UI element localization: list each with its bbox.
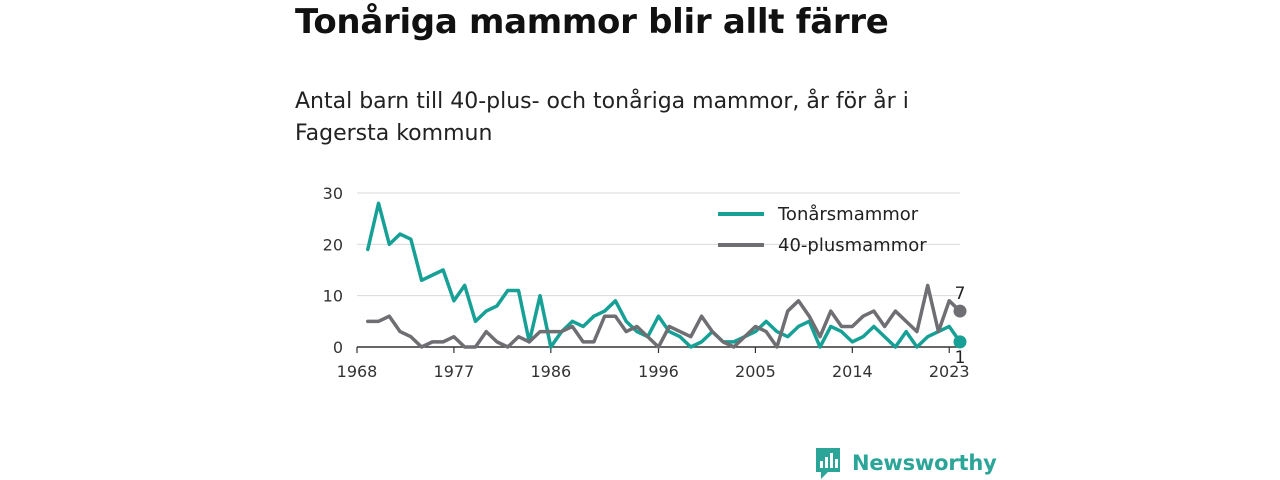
y-tick-label: 0 <box>333 338 343 357</box>
x-axis-ticks: 1968 1977 1986 1996 2005 2014 2023 <box>337 347 970 381</box>
page-subtitle: Antal barn till 40-plus- och tonåriga ma… <box>295 89 909 146</box>
logo-text: Newsworthy <box>852 451 997 475</box>
x-tick-label: 1968 <box>337 362 378 381</box>
series-line-40-plusmammor <box>366 283 962 349</box>
y-axis-ticks: 0 10 20 30 <box>323 184 343 357</box>
end-label-40-plusmammor: 7 <box>955 284 966 304</box>
series-line-ton-rsmammor <box>366 201 962 349</box>
end-point-ton-rsmammor <box>953 335 967 349</box>
series-lines <box>366 201 962 349</box>
line-chart: 0 10 20 30 1968 1977 1986 1996 2005 2014 2023 Ton… <box>323 184 970 381</box>
x-tick-label: 2005 <box>735 362 776 381</box>
legend-label-ton-rsmammor: Tonårsmammor <box>777 204 919 225</box>
y-tick-label: 30 <box>323 184 343 203</box>
end-label-ton-rsmammor: 1 <box>955 348 966 368</box>
newsworthy-logo: Newsworthy <box>814 446 997 480</box>
newsworthy-bar-chart-logo-icon <box>816 448 840 479</box>
end-point-40-plusmammor <box>953 304 967 318</box>
end-point-markers: 17 <box>953 284 967 368</box>
x-tick-label: 2023 <box>929 362 970 381</box>
x-tick-label: 1977 <box>434 362 475 381</box>
x-tick-label: 1996 <box>638 362 679 381</box>
legend-label-40-plusmammor: 40-plusmammor <box>778 235 927 256</box>
y-tick-label: 20 <box>323 235 343 254</box>
page-title: Tonåriga mammor blir allt färre <box>295 2 889 42</box>
x-tick-label: 2014 <box>832 362 873 381</box>
legend: Tonårsmammor 40-plusmammor <box>718 204 927 256</box>
x-tick-label: 1986 <box>530 362 571 381</box>
y-tick-label: 10 <box>323 287 343 306</box>
